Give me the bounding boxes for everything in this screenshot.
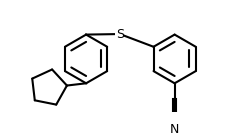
Text: N: N	[170, 123, 179, 136]
Text: S: S	[116, 28, 124, 41]
